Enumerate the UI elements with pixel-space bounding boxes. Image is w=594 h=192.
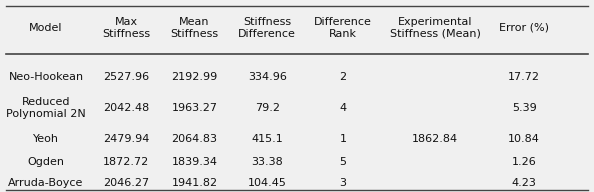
Text: 1872.72: 1872.72 [103,157,149,167]
Text: Mean
Stiffness: Mean Stiffness [170,17,219,39]
Text: Reduced
Polynomial 2N: Reduced Polynomial 2N [6,98,86,119]
Text: 2479.94: 2479.94 [103,134,150,144]
Text: 2: 2 [340,72,346,82]
Text: Experimental
Stiffness (Mean): Experimental Stiffness (Mean) [390,17,481,39]
Text: 104.45: 104.45 [248,178,287,188]
Text: Arruda-Boyce: Arruda-Boyce [8,178,84,188]
Text: 17.72: 17.72 [508,72,540,82]
Text: Neo-Hookean: Neo-Hookean [8,72,84,82]
Text: 5: 5 [340,157,346,167]
Text: Model: Model [29,23,63,33]
Text: 3: 3 [340,178,346,188]
Text: 33.38: 33.38 [251,157,283,167]
Text: 1839.34: 1839.34 [172,157,217,167]
Text: 1941.82: 1941.82 [172,178,217,188]
Text: 10.84: 10.84 [508,134,540,144]
Text: 4.23: 4.23 [512,178,536,188]
Text: 79.2: 79.2 [255,103,280,113]
Text: 5.39: 5.39 [512,103,536,113]
Text: 2046.27: 2046.27 [103,178,149,188]
Text: 2192.99: 2192.99 [172,72,217,82]
Text: Yeoh: Yeoh [33,134,59,144]
Text: Stiffness
Difference: Stiffness Difference [238,17,296,39]
Text: 415.1: 415.1 [251,134,283,144]
Text: 1: 1 [340,134,346,144]
Text: 334.96: 334.96 [248,72,287,82]
Text: Ogden: Ogden [27,157,65,167]
Text: 1.26: 1.26 [512,157,536,167]
Text: Error (%): Error (%) [499,23,549,33]
Text: 4: 4 [340,103,346,113]
Text: Difference
Rank: Difference Rank [314,17,372,39]
Text: 2064.83: 2064.83 [172,134,217,144]
Text: 2042.48: 2042.48 [103,103,149,113]
Text: 1963.27: 1963.27 [172,103,217,113]
Text: 2527.96: 2527.96 [103,72,149,82]
Text: 1862.84: 1862.84 [412,134,458,144]
Text: Max
Stiffness: Max Stiffness [102,17,150,39]
